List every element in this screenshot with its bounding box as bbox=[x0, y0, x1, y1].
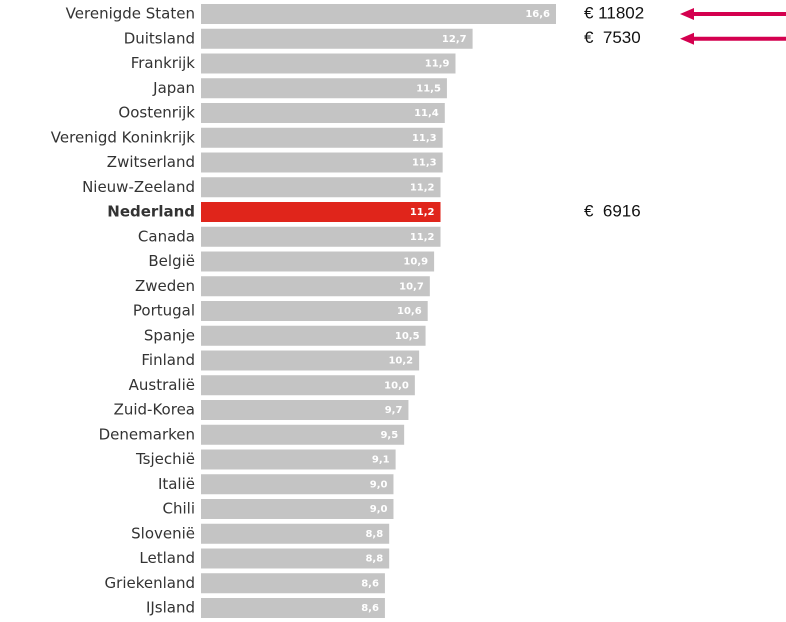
category-label: Finland bbox=[141, 351, 195, 369]
value-label: 11,5 bbox=[416, 83, 441, 94]
bar bbox=[201, 226, 441, 247]
bar bbox=[201, 548, 390, 569]
annotation: € 11802 bbox=[584, 3, 644, 22]
category-label: Zweden bbox=[135, 277, 195, 295]
bar bbox=[201, 103, 445, 123]
category-label: Australië bbox=[129, 376, 195, 394]
value-label: 9,0 bbox=[370, 504, 388, 515]
bar bbox=[201, 375, 415, 396]
value-label: 10,5 bbox=[395, 331, 420, 342]
value-label: 10,0 bbox=[384, 380, 409, 391]
value-label: 11,2 bbox=[410, 207, 435, 218]
value-label: 11,3 bbox=[412, 133, 437, 144]
bar bbox=[201, 127, 443, 148]
value-label: 8,8 bbox=[365, 529, 383, 540]
category-label: IJsland bbox=[146, 599, 195, 617]
category-label: Portugal bbox=[133, 302, 195, 320]
value-label: 9,1 bbox=[372, 455, 390, 466]
value-label: 9,0 bbox=[370, 479, 388, 490]
bar bbox=[201, 499, 394, 519]
bar bbox=[201, 53, 456, 74]
category-label: Chili bbox=[163, 500, 195, 518]
category-label: Slovenië bbox=[131, 524, 195, 542]
value-label: 11,2 bbox=[410, 232, 435, 243]
category-label: Nederland bbox=[107, 203, 195, 221]
category-label: België bbox=[148, 252, 195, 270]
value-label: 9,7 bbox=[385, 405, 403, 416]
category-label: Zuid-Korea bbox=[114, 401, 195, 419]
bar bbox=[201, 573, 385, 594]
category-label: Spanje bbox=[144, 326, 195, 344]
bar bbox=[201, 4, 556, 24]
category-label: Verenigd Koninkrijk bbox=[51, 128, 196, 146]
value-label: 9,5 bbox=[380, 430, 398, 441]
bar bbox=[201, 177, 441, 198]
category-label: Zwitserland bbox=[107, 153, 195, 171]
value-label: 16,6 bbox=[525, 9, 550, 20]
value-label: 12,7 bbox=[442, 34, 467, 45]
value-label: 8,8 bbox=[365, 554, 383, 565]
value-label: 10,2 bbox=[388, 356, 413, 367]
bar bbox=[201, 28, 473, 49]
bar bbox=[201, 400, 409, 420]
bar bbox=[201, 276, 430, 297]
bar bbox=[201, 251, 435, 272]
category-label: Verenigde Staten bbox=[66, 5, 195, 23]
bar bbox=[201, 78, 447, 99]
value-label: 10,9 bbox=[403, 257, 428, 268]
bar bbox=[201, 424, 405, 445]
arrow-head bbox=[680, 8, 694, 20]
bar bbox=[201, 325, 426, 346]
value-label: 11,4 bbox=[414, 108, 439, 119]
value-label: 10,6 bbox=[397, 306, 422, 317]
arrow-head bbox=[680, 32, 694, 45]
bar bbox=[201, 202, 441, 222]
value-label: 8,6 bbox=[361, 578, 379, 589]
category-label: Frankrijk bbox=[131, 54, 196, 72]
bar bbox=[201, 523, 390, 544]
bar bbox=[201, 350, 420, 371]
bar bbox=[201, 301, 428, 321]
bar bbox=[201, 474, 394, 495]
category-label: Oostenrijk bbox=[118, 104, 195, 122]
value-label: 10,7 bbox=[399, 281, 424, 292]
value-label: 11,3 bbox=[412, 158, 437, 169]
annotation: € 7530 bbox=[584, 28, 641, 47]
value-label: 11,2 bbox=[410, 182, 435, 193]
category-label: Letland bbox=[139, 549, 195, 567]
category-label: Nieuw-Zeeland bbox=[82, 178, 195, 196]
value-label: 8,6 bbox=[361, 603, 379, 614]
category-label: Japan bbox=[152, 79, 195, 97]
value-label: 11,9 bbox=[425, 59, 450, 70]
category-label: Canada bbox=[138, 227, 195, 245]
category-label: Denemarken bbox=[99, 425, 195, 443]
bar bbox=[201, 449, 396, 470]
bar bbox=[201, 152, 443, 173]
category-label: Griekenland bbox=[105, 574, 195, 592]
category-label: Tsjechië bbox=[135, 450, 195, 468]
annotation: € 6916 bbox=[584, 201, 641, 220]
category-label: Italië bbox=[158, 475, 195, 493]
category-label: Duitsland bbox=[124, 29, 195, 47]
bar bbox=[201, 598, 385, 618]
